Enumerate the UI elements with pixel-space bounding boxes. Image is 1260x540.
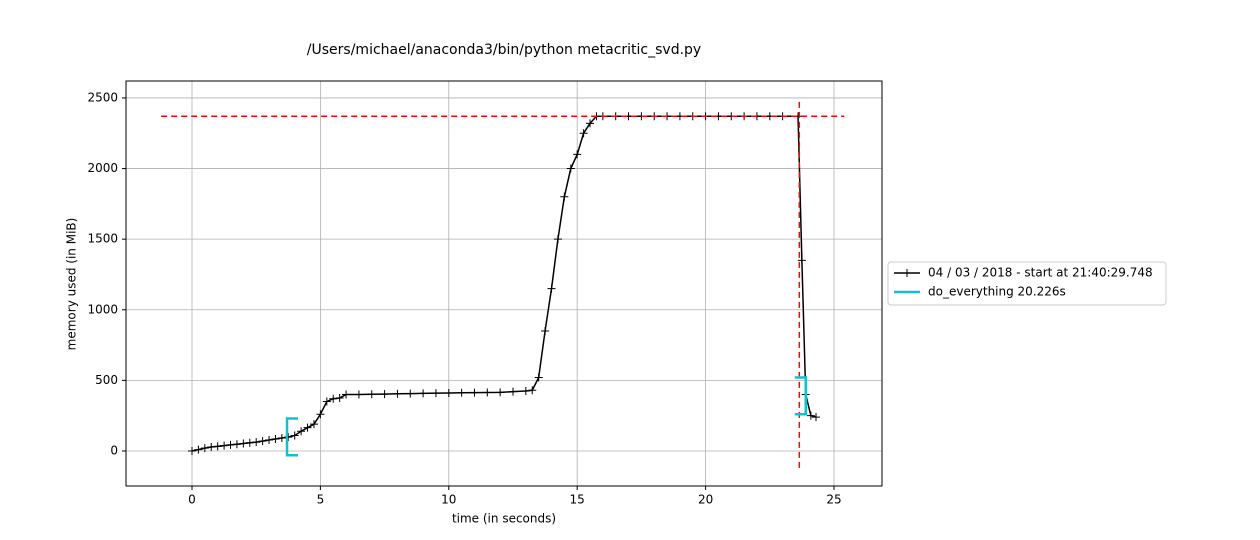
point-marker <box>457 388 466 397</box>
point-marker <box>547 284 556 293</box>
point-marker <box>252 438 261 447</box>
point-marker <box>354 390 363 399</box>
point-marker <box>508 387 517 396</box>
point-marker <box>521 386 530 395</box>
point-marker <box>579 129 588 138</box>
y-axis-label: memory used (in MiB) <box>65 218 79 351</box>
function-bracket <box>794 376 807 416</box>
point-marker <box>194 445 203 454</box>
x-tick-label: 0 <box>188 493 196 507</box>
point-marker <box>586 119 595 128</box>
point-marker <box>444 388 453 397</box>
point-marker <box>316 410 325 419</box>
legend-label: 04 / 03 / 2018 - start at 21:40:29.748 <box>928 266 1153 280</box>
legend-marker <box>903 269 911 277</box>
y-tick-label: 0 <box>110 443 118 457</box>
point-marker <box>431 389 440 398</box>
x-tick-label: 20 <box>698 493 713 507</box>
point-marker <box>297 427 306 436</box>
point-marker <box>284 433 293 442</box>
legend-label: do_everything 20.226s <box>928 285 1066 299</box>
point-marker <box>213 442 222 451</box>
point-marker <box>207 443 216 452</box>
point-marker <box>200 444 209 453</box>
point-marker <box>232 440 241 449</box>
point-marker <box>573 150 582 159</box>
point-marker <box>239 439 248 448</box>
point-marker <box>335 394 344 403</box>
point-marker <box>258 437 267 446</box>
y-tick-label: 1000 <box>87 302 118 316</box>
point-marker <box>560 192 569 201</box>
point-marker <box>812 413 821 422</box>
y-tick-label: 2500 <box>87 90 118 104</box>
function-bracket <box>285 417 299 457</box>
x-tick-label: 15 <box>570 493 585 507</box>
point-marker <box>806 411 815 420</box>
point-marker <box>528 386 537 395</box>
point-marker <box>380 390 389 399</box>
point-marker <box>271 434 280 443</box>
point-marker <box>393 389 402 398</box>
point-marker <box>329 394 338 403</box>
point-marker <box>483 388 492 397</box>
point-marker <box>290 431 299 440</box>
legend-box <box>887 261 1167 306</box>
point-marker <box>220 441 229 450</box>
y-tick-label: 500 <box>95 373 118 387</box>
point-marker <box>406 389 415 398</box>
point-marker <box>797 256 806 265</box>
line <box>191 115 817 452</box>
y-tick-label: 1500 <box>87 232 118 246</box>
y-tick-label: 2000 <box>87 161 118 175</box>
point-marker <box>265 435 274 444</box>
chart-title: /Users/michael/anaconda3/bin/python meta… <box>307 42 701 58</box>
point-marker <box>245 438 254 447</box>
point-marker <box>419 389 428 398</box>
point-marker <box>541 326 550 335</box>
point-marker <box>342 390 351 399</box>
point-marker <box>496 388 505 397</box>
point-marker <box>226 440 235 449</box>
point-marker <box>303 423 312 432</box>
point-marker <box>534 373 543 382</box>
plot-frame <box>125 80 883 487</box>
x-axis-label: time (in seconds) <box>452 512 556 526</box>
point-marker <box>470 388 479 397</box>
point-marker <box>187 446 196 455</box>
legend: 04 / 03 / 2018 - start at 21:40:29.748 do… <box>887 261 1167 306</box>
point-marker <box>367 390 376 399</box>
x-tick-label: 25 <box>826 493 841 507</box>
point-marker <box>553 235 562 244</box>
point-marker <box>277 433 286 442</box>
x-tick-label: 5 <box>317 493 325 507</box>
point-marker <box>309 420 318 429</box>
point-marker <box>322 397 331 406</box>
x-tick-label: 10 <box>441 493 456 507</box>
point-marker <box>566 164 575 173</box>
